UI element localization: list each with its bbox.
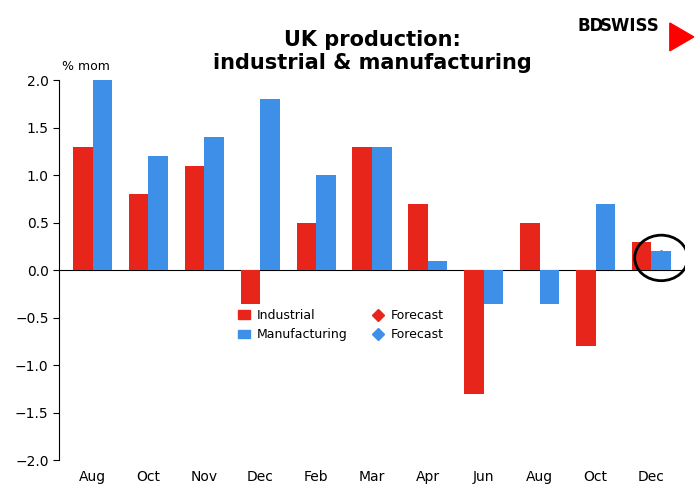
Text: BD: BD bbox=[578, 17, 604, 35]
Bar bbox=[520, 223, 540, 270]
Bar bbox=[596, 204, 615, 270]
Bar bbox=[540, 270, 559, 303]
Bar bbox=[372, 147, 391, 270]
Bar bbox=[464, 270, 484, 394]
Bar bbox=[92, 80, 112, 270]
Bar bbox=[297, 223, 316, 270]
Bar bbox=[148, 156, 168, 270]
Text: SWISS: SWISS bbox=[600, 17, 659, 35]
Title: UK production:
industrial & manufacturing: UK production: industrial & manufacturin… bbox=[213, 30, 531, 73]
Bar bbox=[484, 270, 503, 303]
Bar bbox=[353, 147, 372, 270]
Bar bbox=[652, 251, 671, 270]
Bar bbox=[428, 261, 447, 270]
Bar bbox=[73, 147, 92, 270]
Bar bbox=[129, 194, 148, 270]
Legend: Industrial, Manufacturing, Forecast, Forecast: Industrial, Manufacturing, Forecast, For… bbox=[231, 303, 450, 348]
Bar bbox=[260, 99, 280, 270]
Bar bbox=[632, 242, 652, 270]
Text: % mom: % mom bbox=[62, 60, 110, 73]
Bar bbox=[408, 204, 428, 270]
Bar bbox=[241, 270, 260, 303]
Bar bbox=[576, 270, 596, 346]
Bar bbox=[316, 175, 336, 270]
Bar bbox=[185, 166, 204, 270]
Bar bbox=[204, 137, 224, 270]
Polygon shape bbox=[670, 23, 694, 51]
